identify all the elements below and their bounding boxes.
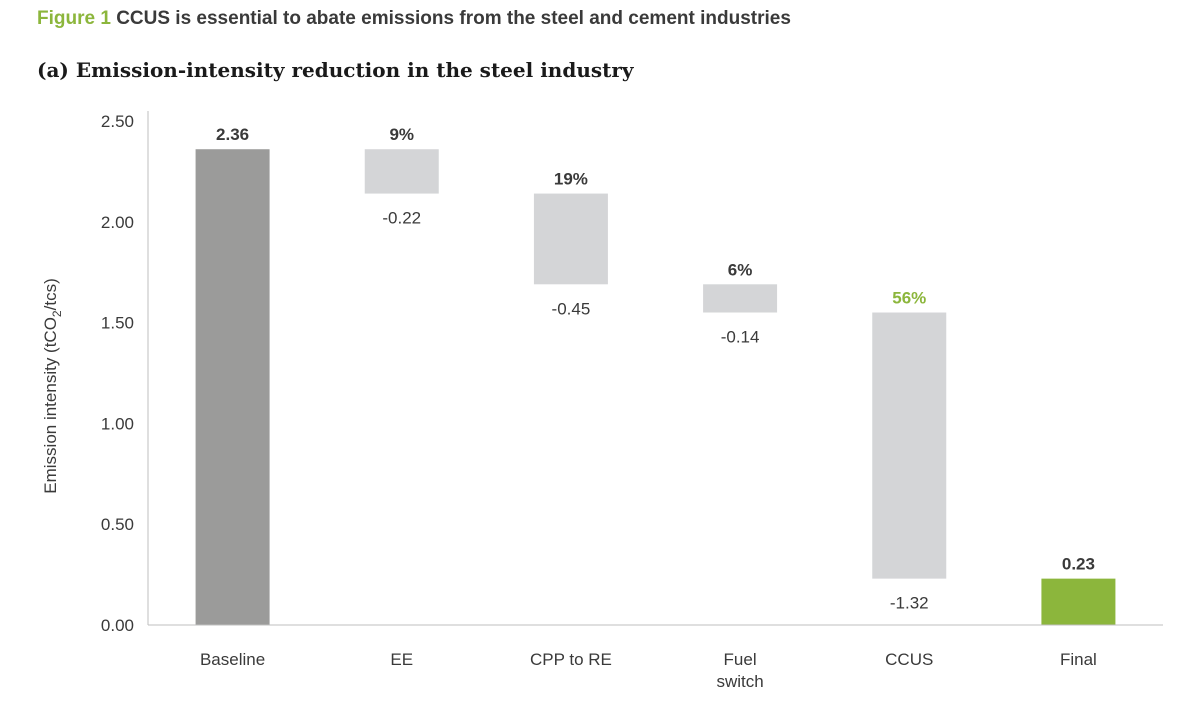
bar-step <box>364 149 439 194</box>
figure-title-text: CCUS is essential to abate emissions fro… <box>116 8 791 29</box>
y-tick-label: 0.00 <box>101 616 134 635</box>
bar-top-label: 56% <box>892 289 926 308</box>
x-category-label: Fuel switch <box>716 650 763 691</box>
bar-step <box>872 312 947 579</box>
y-axis: 0.00 0.50 1.00 1.50 2.00 2.50 <box>101 111 149 635</box>
bar-top-label: 6% <box>728 260 753 279</box>
bar-change-label: -1.32 <box>890 594 929 613</box>
x-category-label: EE <box>390 650 413 669</box>
y-tick-label: 2.00 <box>101 213 134 232</box>
chart-subtitle: (a) Emission-intensity reduction in the … <box>37 58 634 82</box>
bars: 2.36 9% -0.22 19% -0.45 6% -0.14 56% -1.32 0.23 <box>195 125 1116 625</box>
bar-top-label: 0.23 <box>1062 555 1095 574</box>
x-category-label: Final <box>1060 650 1097 669</box>
bar-top-label: 2.36 <box>216 125 249 144</box>
bar-total <box>195 149 270 625</box>
x-category-label: CPP to RE <box>530 650 612 669</box>
y-tick-label: 1.50 <box>101 314 134 333</box>
bar-top-label: 9% <box>389 125 414 144</box>
y-tick-label: 0.50 <box>101 515 134 534</box>
x-axis: Baseline EE CPP to RE Fuel switch CCUS Final <box>148 624 1163 691</box>
y-tick-label: 2.50 <box>101 112 134 131</box>
bar-top-label: 19% <box>554 170 588 189</box>
bar-change-label: -0.45 <box>552 299 591 318</box>
y-tick-label: 1.00 <box>101 414 134 433</box>
y-axis-title: Emission intensity (tCO2/tcs) <box>41 278 64 493</box>
figure-label: Figure 1 <box>37 8 111 29</box>
bar-total <box>1041 578 1116 625</box>
x-category-label: Baseline <box>200 650 265 669</box>
figure-title: Figure 1 CCUS is essential to abate emis… <box>37 8 791 30</box>
bar-change-label: -0.14 <box>721 328 760 347</box>
x-category-label: CCUS <box>885 650 933 669</box>
bar-step <box>533 193 608 285</box>
bar-change-label: -0.22 <box>382 209 421 228</box>
bar-step <box>703 284 778 313</box>
